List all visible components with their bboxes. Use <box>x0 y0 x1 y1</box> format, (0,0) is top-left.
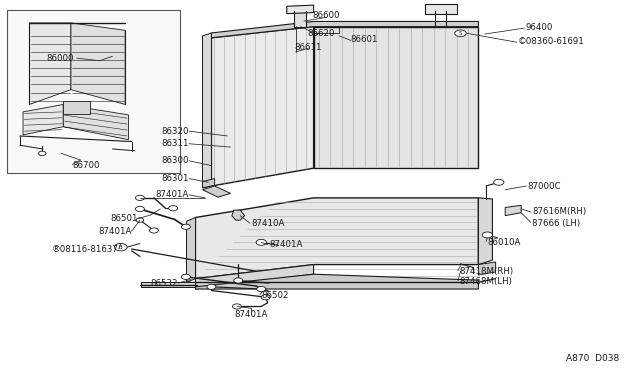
Polygon shape <box>63 101 90 114</box>
Polygon shape <box>478 198 492 264</box>
Circle shape <box>257 286 266 292</box>
Circle shape <box>181 274 190 279</box>
Circle shape <box>115 243 127 251</box>
Text: A870  D038: A870 D038 <box>566 354 619 363</box>
Circle shape <box>169 206 177 211</box>
Text: 86700: 86700 <box>72 161 100 170</box>
Text: 96400: 96400 <box>525 23 553 32</box>
Polygon shape <box>314 27 478 168</box>
Text: 86502: 86502 <box>261 291 289 300</box>
Text: 86010A: 86010A <box>487 238 521 247</box>
Text: 86301: 86301 <box>161 174 189 183</box>
Polygon shape <box>63 105 129 140</box>
Polygon shape <box>29 23 71 105</box>
Text: 86600: 86600 <box>312 11 340 20</box>
Text: 86501: 86501 <box>111 214 138 223</box>
Text: 87000C: 87000C <box>527 182 561 190</box>
Polygon shape <box>211 27 314 186</box>
Bar <box>314 27 339 33</box>
Polygon shape <box>71 23 125 105</box>
Circle shape <box>493 179 504 185</box>
Circle shape <box>232 304 241 309</box>
Text: 87401A: 87401A <box>269 240 302 249</box>
Text: 86620: 86620 <box>308 29 335 38</box>
Circle shape <box>136 218 144 222</box>
Text: 86601: 86601 <box>351 35 378 44</box>
Polygon shape <box>232 210 244 220</box>
Circle shape <box>261 295 270 300</box>
Polygon shape <box>141 282 195 287</box>
Polygon shape <box>195 198 478 279</box>
Text: S: S <box>459 31 462 36</box>
Circle shape <box>136 195 145 201</box>
Text: 86000: 86000 <box>47 54 74 62</box>
Polygon shape <box>426 4 458 14</box>
Polygon shape <box>195 264 314 289</box>
Polygon shape <box>202 179 214 188</box>
Polygon shape <box>294 12 306 27</box>
Polygon shape <box>186 218 195 282</box>
Text: ©08360-61691: ©08360-61691 <box>518 37 585 46</box>
Text: 87401A: 87401A <box>98 227 132 236</box>
Polygon shape <box>478 262 495 275</box>
Text: 87418M(RH): 87418M(RH) <box>460 267 513 276</box>
Text: 87401A: 87401A <box>234 311 268 320</box>
Text: 87410A: 87410A <box>251 219 284 228</box>
Circle shape <box>207 284 216 289</box>
Circle shape <box>256 239 266 245</box>
Text: B: B <box>119 245 123 250</box>
Polygon shape <box>287 5 314 14</box>
Text: 87616M(RH): 87616M(RH) <box>532 208 586 217</box>
Circle shape <box>150 228 159 233</box>
Polygon shape <box>202 33 211 188</box>
Polygon shape <box>23 105 63 135</box>
Polygon shape <box>211 22 478 38</box>
Text: 87666 (LH): 87666 (LH) <box>532 219 580 228</box>
Circle shape <box>38 151 46 155</box>
Text: 86532: 86532 <box>151 279 178 288</box>
Text: ®08116-81637: ®08116-81637 <box>52 245 119 254</box>
Circle shape <box>482 232 492 238</box>
Text: 87468M(LH): 87468M(LH) <box>460 277 512 286</box>
Text: 86320: 86320 <box>161 126 189 136</box>
Circle shape <box>136 206 145 212</box>
Circle shape <box>234 278 243 283</box>
Text: 86311: 86311 <box>161 139 189 148</box>
Text: 86611: 86611 <box>295 43 323 52</box>
Polygon shape <box>202 186 230 197</box>
Circle shape <box>181 224 190 230</box>
Text: 86300: 86300 <box>161 156 189 165</box>
Polygon shape <box>195 274 478 289</box>
Bar <box>7 10 179 173</box>
Circle shape <box>455 30 467 37</box>
Text: 87401A: 87401A <box>156 190 189 199</box>
Polygon shape <box>505 205 521 216</box>
